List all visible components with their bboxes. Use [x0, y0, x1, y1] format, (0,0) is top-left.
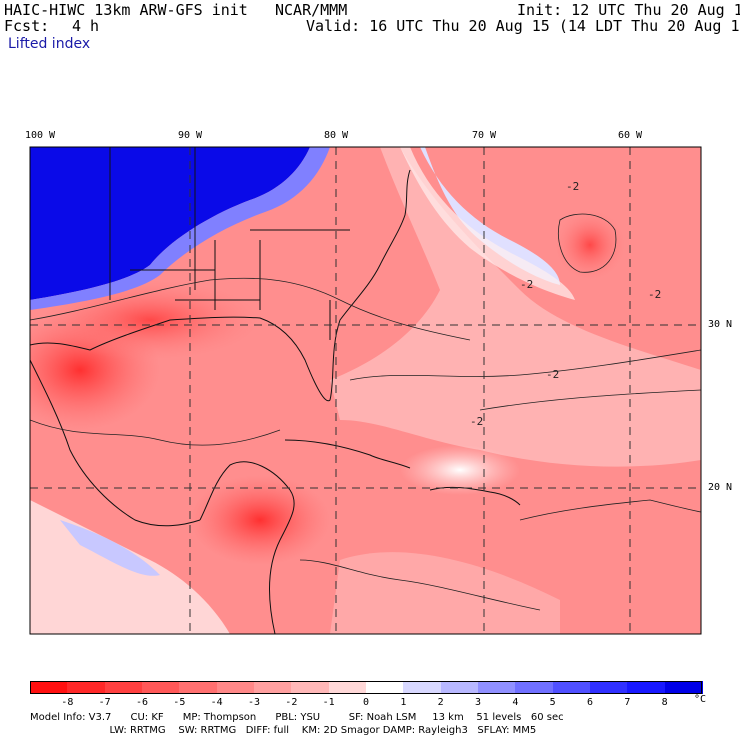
colorbar-swatch	[30, 681, 68, 694]
lat-lon-grid	[30, 147, 701, 634]
colorbar-swatch	[254, 681, 292, 694]
unstable-core-yucatan	[190, 475, 330, 565]
colorbar-frame	[30, 681, 702, 694]
colorbar-tick: 0	[362, 697, 370, 708]
colorbar-swatch	[664, 681, 703, 694]
colorbar-swatch	[328, 681, 367, 694]
lon-label-80w: 80 W	[323, 130, 349, 141]
colorbar-tick: -7	[98, 697, 111, 708]
colorbar-tick: 7	[624, 697, 631, 708]
lat-label-20n: 20 N	[708, 482, 733, 493]
colorbar-tick: -8	[61, 697, 74, 708]
valid-time: Valid: 16 UTC Thu 20 Aug 15 (14 LDT Thu …	[306, 17, 740, 35]
map-frame	[29, 146, 702, 635]
contour-label: -2	[566, 180, 579, 193]
init-time: Init: 12 UTC Thu 20 Aug 15	[517, 1, 740, 19]
colorbar-tick: 5	[549, 697, 556, 708]
field-name: Lifted index	[8, 36, 91, 52]
forecast-hour: 4 h	[72, 17, 100, 35]
unstable-core-nw-atl	[555, 210, 625, 280]
colorbar-tick: 4	[512, 697, 519, 708]
stable-caribbean	[400, 445, 520, 495]
colorbar-tick: 2	[437, 697, 444, 708]
lat-label-30n: 30 N	[708, 319, 733, 330]
colorbar-swatch	[142, 681, 180, 694]
lon-label-60w: 60 W	[617, 130, 643, 141]
lon-label-90w: 90 W	[177, 130, 203, 141]
colorbar-tick: -3	[247, 697, 261, 708]
model-title: HAIC-HIWC 13km ARW-GFS init	[4, 1, 248, 19]
light-band-south	[330, 552, 560, 634]
colorbar-swatch	[366, 681, 404, 694]
colorbar-swatch	[179, 681, 218, 694]
colorbar-swatch	[627, 681, 666, 694]
model-info-line1: Model Info: V3.7 CU: KF MP: Thompson PBL…	[30, 712, 564, 723]
light-band-east	[330, 147, 701, 467]
colorbar-unit: °C	[693, 694, 707, 705]
lon-label-100w: 100 W	[24, 130, 56, 141]
colorbar-swatch	[291, 681, 330, 694]
org-label: NCAR/MMM	[275, 1, 348, 19]
colorbar-tick: -6	[135, 697, 149, 708]
lon-label-70w: 70 W	[471, 130, 497, 141]
colorbar-tick: -4	[210, 697, 223, 708]
contour-label: -2	[520, 278, 533, 291]
contour-label: -2	[648, 288, 661, 301]
model-info-line2: LW: RRTMG SW: RRTMG DIFF: full KM: 2D Sm…	[30, 725, 537, 736]
colorbar-swatch	[515, 681, 554, 694]
li-contours	[30, 213, 701, 611]
colorbar-tick: 1	[400, 697, 407, 708]
colorbar-tick: -1	[322, 697, 335, 708]
contour-label: -2	[470, 415, 483, 428]
colorbar-swatch	[216, 681, 255, 694]
colorbar-tick: 8	[661, 697, 668, 708]
colorbar-tick: -2	[285, 697, 298, 708]
colorbar-swatch	[104, 681, 143, 694]
colorbar-swatch	[67, 681, 106, 694]
pacific-blue-patch	[60, 520, 160, 576]
coastlines	[30, 147, 521, 634]
stable-blue-region	[30, 147, 310, 300]
colorbar-swatch	[478, 681, 516, 694]
colorbar-swatch	[552, 681, 591, 694]
colorbar-tick: -5	[173, 697, 186, 708]
colorbar-swatch	[403, 681, 442, 694]
stable-tongue	[420, 147, 560, 285]
colorbar-tick: 3	[474, 697, 482, 708]
stable-tongue-edge	[400, 147, 575, 300]
contour-label: -2	[546, 368, 559, 381]
colorbar-swatch	[590, 681, 628, 694]
colorbar-tick: 6	[586, 697, 594, 708]
forecast-label: Fcst:	[4, 17, 50, 35]
colorbar-swatch	[440, 681, 479, 694]
